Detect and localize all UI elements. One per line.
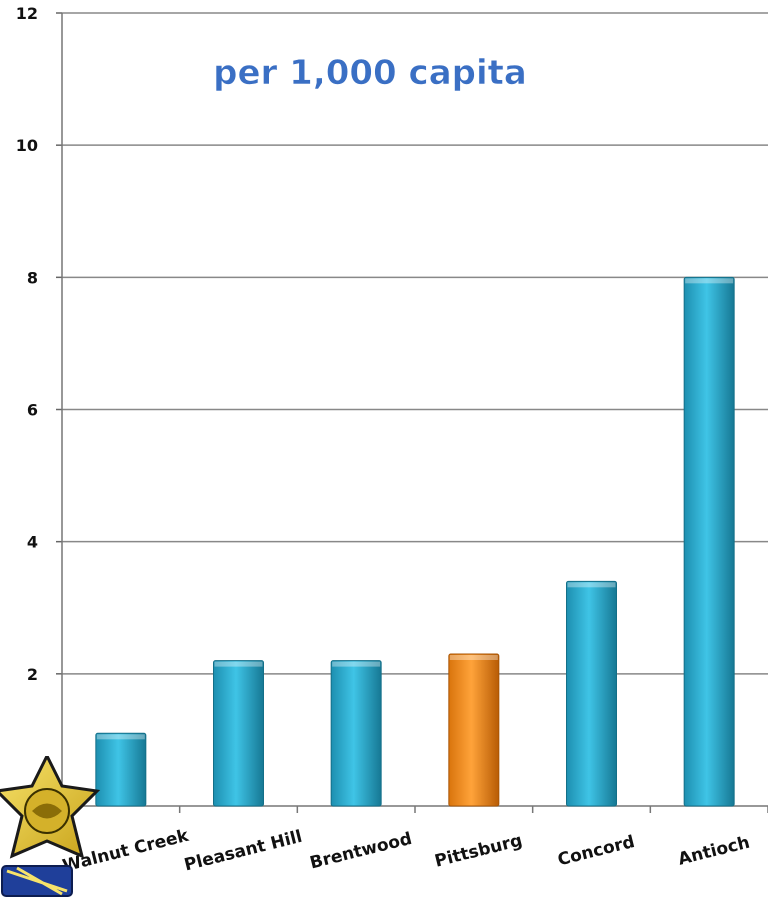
- bar-pittsburg: [448, 653, 500, 807]
- bar-bevel: [332, 661, 381, 667]
- bar-pleasant-hill: [213, 660, 264, 807]
- bar-bevel: [567, 582, 616, 588]
- x-category-label: Brentwood: [308, 829, 414, 874]
- bars: [95, 276, 735, 807]
- x-category-label: Antioch: [676, 833, 752, 870]
- police-badge-icon: [0, 756, 101, 897]
- bar-brentwood: [330, 660, 382, 807]
- chart-title: per 1,000 capita: [213, 53, 527, 93]
- x-category-label: Concord: [556, 832, 637, 870]
- bar-antioch: [683, 276, 735, 807]
- gridlines: [56, 12, 768, 675]
- bar-bevel: [96, 734, 145, 740]
- y-tick-labels: 2 4 6 8 10 12: [16, 4, 38, 684]
- bar-concord: [566, 580, 617, 807]
- bar-walnut-creek: [95, 732, 147, 807]
- y-tick-label: 10: [16, 136, 38, 155]
- y-tick-label: 8: [27, 268, 38, 287]
- axes: [61, 13, 768, 813]
- bar-bevel: [214, 661, 263, 667]
- y-tick-label: 4: [27, 533, 38, 552]
- x-category-label: Pittsburg: [433, 831, 525, 872]
- bar-bevel: [685, 278, 734, 284]
- bar-bevel: [449, 655, 498, 661]
- y-tick-label: 6: [27, 401, 38, 420]
- y-tick-label: 12: [16, 4, 38, 23]
- x-category-label: Pleasant Hill: [182, 827, 304, 876]
- y-tick-label: 2: [27, 665, 38, 684]
